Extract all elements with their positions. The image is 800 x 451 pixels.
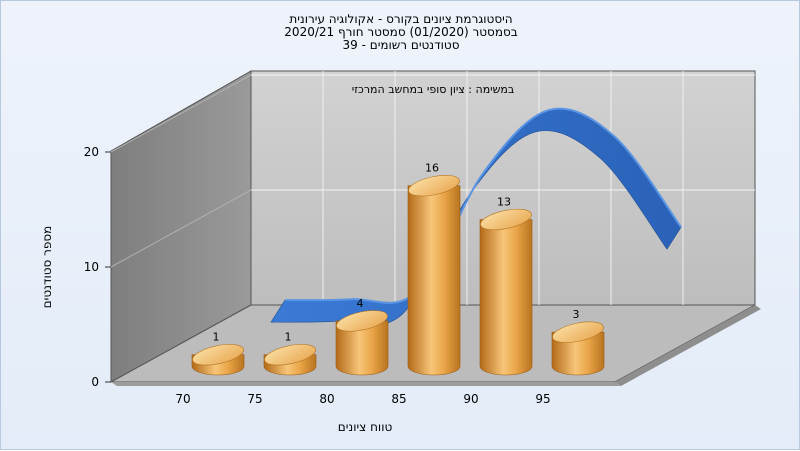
bar-70: 1 [191, 331, 245, 376]
bar-90: 13 [479, 195, 533, 376]
floor-front-edge [111, 382, 621, 386]
bars: 1 1 4 16 13 3 [191, 162, 605, 376]
bar-body [335, 320, 389, 376]
gridlines [110, 71, 755, 305]
x-tick-label: 90 [463, 392, 478, 406]
x-axis-label: טווח ציונים [338, 420, 393, 434]
bar-body [407, 185, 461, 376]
bar-85: 16 [407, 162, 461, 376]
y-axis-label: מספר סטודנטים [40, 226, 54, 309]
bar-80: 4 [335, 297, 389, 376]
chart-title-line-3: סטודנטים רשומים - 39 [342, 38, 460, 52]
chart-title-line-1: היסטוגרמת ציונים בקורס - אקולוגיה עירוני… [289, 12, 513, 26]
bar-75: 1 [263, 331, 317, 376]
y-tick-label: 20 [84, 145, 99, 159]
bar-95: 3 [551, 308, 605, 376]
bar-cap [480, 208, 532, 231]
bar-data-label: 1 [213, 331, 220, 344]
bar-body [551, 331, 605, 376]
bar-cap [408, 175, 460, 197]
bar-cap [192, 344, 244, 366]
y-tick-label: 0 [91, 375, 99, 389]
gridline-left [110, 74, 252, 153]
chart-subtitle: במשימה : ציון סופי במחשב המרכזי [352, 83, 515, 96]
y-tick-label: 10 [84, 260, 99, 274]
bar-data-label: 1 [285, 331, 292, 344]
axis-ticks: 0 10 20 70 75 80 85 90 95 [84, 145, 551, 406]
x-tick-label: 85 [391, 392, 406, 406]
gridline-left [110, 189, 252, 268]
bar-cap [336, 310, 388, 332]
bar-cap [552, 321, 604, 343]
bar-cap [264, 344, 316, 366]
bar-data-label: 13 [497, 195, 511, 208]
chart-title-line-2: בסמסטר (01/2020) סמסטר חורף 2020/21 [284, 25, 518, 39]
bar-data-label: 4 [357, 297, 364, 310]
x-tick-label: 70 [175, 392, 190, 406]
bar-body [479, 219, 533, 376]
x-tick-label: 80 [319, 392, 334, 406]
curve-highlight [284, 107, 682, 304]
floor-right-edge [615, 305, 761, 386]
bar-data-label: 3 [573, 308, 580, 321]
x-tick-label: 75 [247, 392, 262, 406]
bar-data-label: 16 [425, 162, 439, 175]
x-tick-label: 95 [535, 392, 550, 406]
